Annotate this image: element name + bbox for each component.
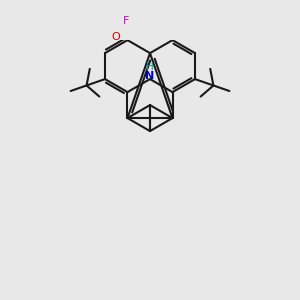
Text: N: N bbox=[146, 71, 154, 81]
Text: H: H bbox=[146, 62, 154, 72]
Text: F: F bbox=[122, 16, 129, 26]
Text: O: O bbox=[111, 32, 120, 42]
